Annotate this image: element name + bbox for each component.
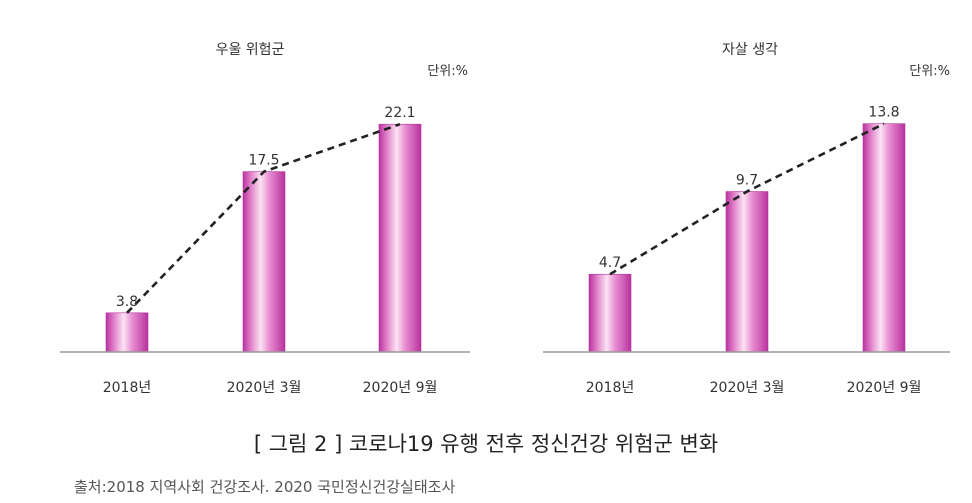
suicidal-chart-title: 자살 생각 — [722, 42, 778, 58]
depression-value-label-3: 22.1 — [384, 105, 415, 121]
depression-category-label-1: 2018년 — [103, 380, 152, 396]
depression-bar-1 — [105, 312, 149, 353]
depression-category-label-3: 2020년 9월 — [363, 380, 438, 396]
depression-chart-title: 우울 위험군 — [216, 42, 285, 58]
depression-trend-line — [126, 122, 401, 314]
suicidal-unit-label: 단위:% — [909, 64, 950, 79]
suicidal-bar-2 — [725, 191, 769, 353]
suicidal-trend-line — [609, 122, 885, 276]
suicidal-category-label-1: 2018년 — [586, 380, 635, 396]
depression-bar-3 — [378, 123, 422, 353]
source-note: 출처:2018 지역사회 건강조사. 2020 국민정신건강실태조사 — [74, 478, 456, 496]
suicidal-value-label-3: 13.8 — [868, 105, 899, 121]
depression-value-label-2: 17.5 — [248, 153, 279, 169]
depression-unit-label: 단위:% — [427, 64, 468, 79]
suicidal-value-label-1: 4.7 — [599, 255, 621, 271]
depression-bar-2 — [242, 171, 286, 353]
depression-category-label-2: 2020년 3월 — [227, 380, 302, 396]
depression-value-label-1: 3.8 — [116, 294, 138, 310]
suicidal-bar-3 — [862, 123, 906, 353]
suicidal-category-label-2: 2020년 3월 — [710, 380, 785, 396]
suicidal-category-label-3: 2020년 9월 — [847, 380, 922, 396]
suicidal-value-label-2: 9.7 — [736, 173, 758, 189]
figure-caption: [ 그림 2 ] 코로나19 유행 전후 정신건강 위험군 변화 — [253, 432, 719, 456]
suicidal-bar-1 — [588, 273, 632, 353]
